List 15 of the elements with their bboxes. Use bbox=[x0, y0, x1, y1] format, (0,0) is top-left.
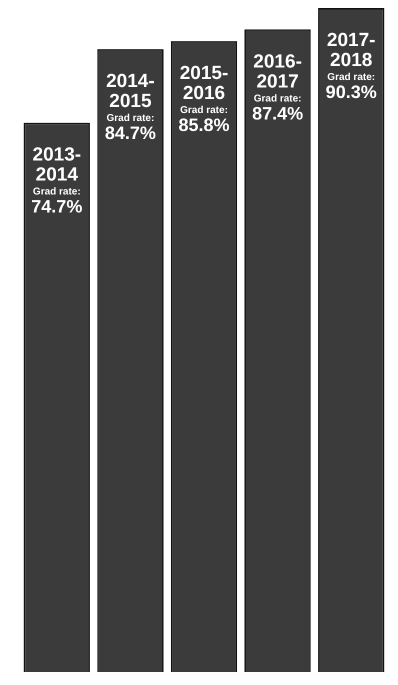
annotation: Grad rate: bbox=[254, 93, 302, 104]
annotation: Grad rate: bbox=[106, 113, 154, 124]
data-label: 87.4% bbox=[252, 103, 304, 124]
x-tick-label: 2016-2017 bbox=[253, 51, 302, 92]
annotation: Grad rate: bbox=[327, 72, 376, 83]
x-tick-label: 2017-2018 bbox=[326, 30, 376, 71]
data-label: 85.8% bbox=[178, 115, 230, 136]
data-label: 74.7% bbox=[31, 196, 82, 217]
annotation: Grad rate: bbox=[32, 186, 81, 198]
x-tick-label: 2013-2014 bbox=[32, 144, 82, 186]
data-label: 90.3% bbox=[326, 82, 377, 102]
x-tick-label: 2014-2015 bbox=[106, 71, 155, 112]
annotation: Grad rate: bbox=[180, 105, 228, 116]
x-tick-label: 2015-2016 bbox=[180, 63, 228, 104]
data-label: 84.7% bbox=[104, 123, 156, 144]
